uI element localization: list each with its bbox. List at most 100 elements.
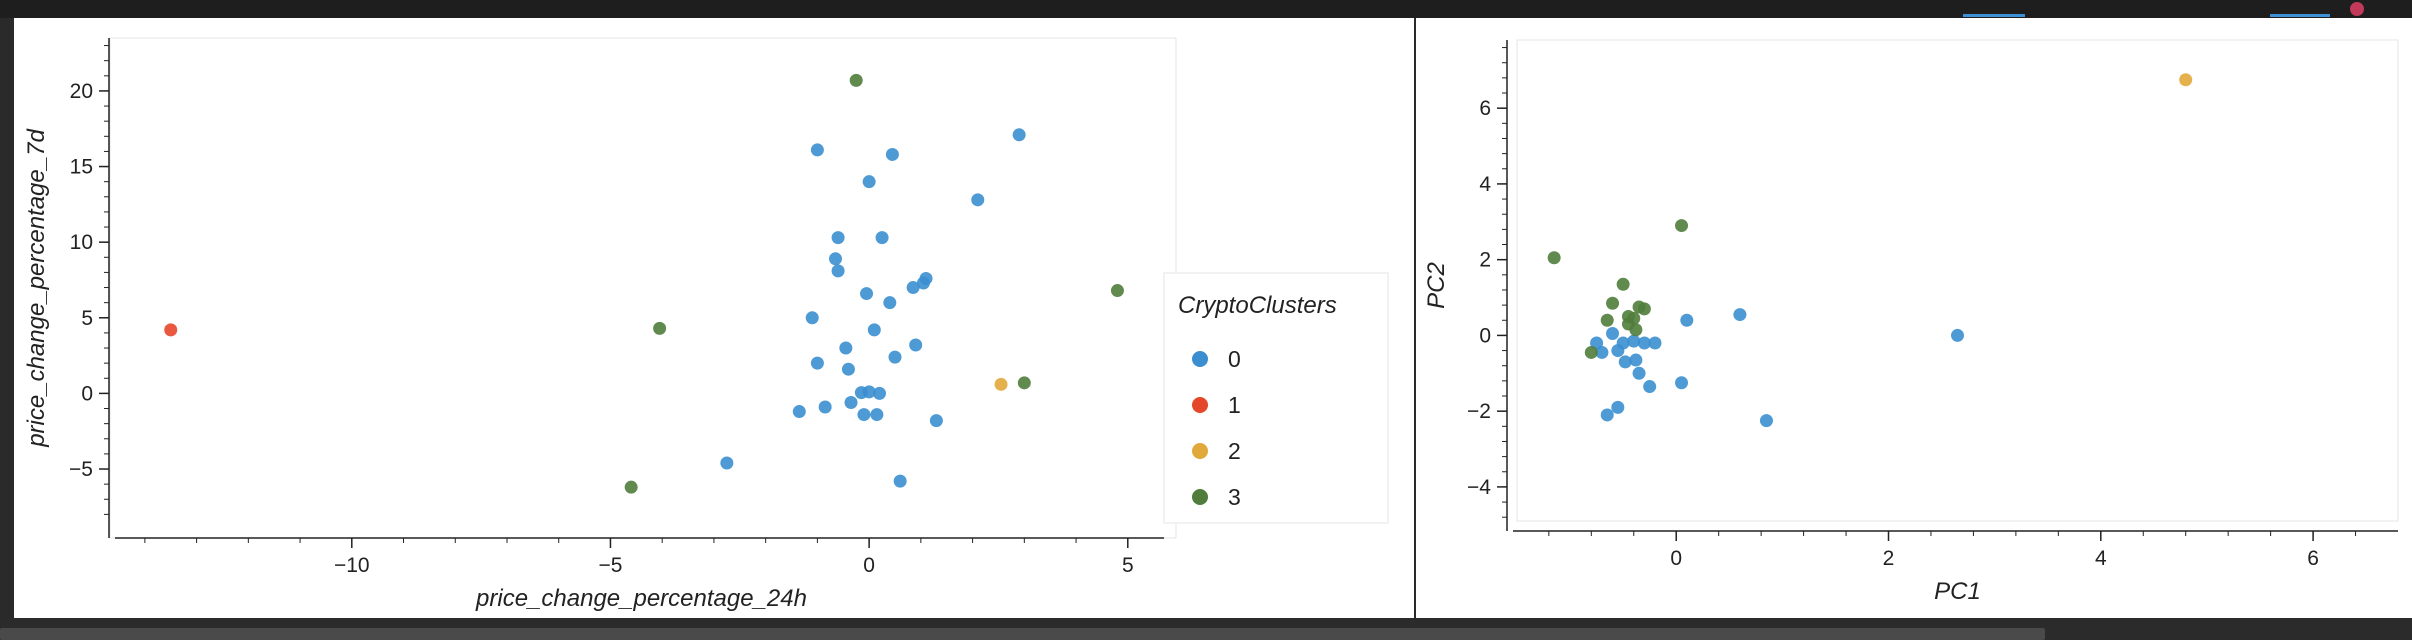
data-point-cluster-0	[1675, 376, 1689, 390]
data-point-cluster-3	[1547, 251, 1561, 265]
data-point-cluster-0	[720, 456, 734, 470]
data-point-cluster-0	[1600, 408, 1614, 422]
chart-price-change[interactable]: −10 −5 0 5−505101520price_change_percentage…	[14, 18, 1414, 618]
data-point-cluster-3	[1616, 277, 1630, 291]
chart-pca[interactable]: 0 2 4 6 −4 −2 0 2 4 6 PC1 PC2	[1416, 18, 2412, 618]
data-point-cluster-2	[2179, 73, 2193, 87]
data-point-cluster-1	[164, 323, 178, 337]
data-point-cluster-0	[867, 323, 881, 337]
data-point-cluster-0	[888, 350, 902, 364]
data-point-cluster-0	[805, 311, 819, 325]
data-point-cluster-0	[844, 395, 858, 409]
data-point-cluster-0	[971, 193, 985, 207]
x-axis-label: PC1	[1934, 578, 1981, 605]
bokeh-logo-icon	[2350, 2, 2364, 16]
data-point-cluster-0	[862, 385, 876, 399]
y-tick-label: 4	[1479, 173, 1491, 196]
y-tick-label: 6	[1479, 97, 1491, 120]
data-point-cluster-0	[818, 400, 832, 414]
data-point-cluster-0	[1648, 336, 1662, 350]
data-point-cluster-0	[839, 341, 853, 355]
data-point-cluster-0	[810, 356, 824, 370]
data-point-cluster-0	[1606, 327, 1620, 341]
legend-entry-cluster-2: 2	[1228, 438, 1241, 464]
y-tick-label: 15	[70, 156, 93, 179]
data-point-cluster-0	[1759, 414, 1773, 428]
data-point-cluster-3	[1629, 323, 1643, 337]
data-point-cluster-3	[1584, 345, 1598, 359]
data-point-cluster-3	[624, 480, 638, 494]
legend-title: CryptoClusters	[1178, 292, 1337, 319]
data-point-cluster-0	[1643, 380, 1657, 394]
data-point-cluster-0	[1590, 336, 1604, 350]
data-point-cluster-0	[1595, 345, 1609, 359]
legend-entry-cluster-1: 1	[1228, 392, 1241, 418]
data-point-cluster-0	[831, 231, 845, 245]
x-tick-label: 6	[2307, 547, 2319, 570]
data-point-cluster-3	[1675, 219, 1689, 233]
data-point-cluster-0	[1637, 336, 1651, 350]
y-tick-label: 0	[1479, 324, 1491, 347]
plot-frame	[109, 37, 1177, 539]
data-point-cluster-0	[906, 281, 920, 295]
x-tick-label: −10	[334, 554, 370, 577]
y-tick-label: 5	[81, 307, 93, 330]
data-point-cluster-0	[1629, 353, 1643, 367]
data-point-cluster-0	[1618, 355, 1632, 369]
data-point-cluster-0	[1632, 366, 1646, 380]
legend-swatch-cluster-3	[1192, 489, 1208, 505]
top-toolbar-strip	[0, 0, 2412, 18]
data-point-cluster-0	[828, 252, 842, 266]
data-point-cluster-0	[883, 296, 897, 310]
x-tick-label: 5	[1122, 554, 1134, 577]
data-point-cluster-3	[1637, 302, 1651, 316]
data-point-cluster-0	[857, 408, 871, 422]
y-axis-label: PC2	[1423, 262, 1450, 309]
scatter-plot-price-change: −10 −5 0 5 −5 0 5 10 15 20 price_change_percentage…	[14, 18, 1414, 618]
y-tick-label: 2	[1479, 249, 1491, 272]
data-point-cluster-0	[885, 147, 899, 161]
data-point-cluster-0	[916, 276, 930, 290]
data-point-cluster-3	[1110, 284, 1124, 298]
x-axis-label: price_change_percentage_24h	[475, 585, 807, 612]
data-point-cluster-0	[872, 386, 886, 400]
legend-swatch-cluster-2	[1192, 443, 1208, 459]
x-tick-label: 2	[1883, 547, 1895, 570]
legend-swatch-cluster-1	[1192, 397, 1208, 413]
toolbar-active-indicator	[1963, 14, 2025, 17]
data-point-cluster-3	[849, 73, 863, 87]
y-tick-label: 0	[81, 382, 93, 405]
legend-entry-cluster-3: 3	[1228, 484, 1241, 510]
horizontal-scrollbar-thumb[interactable]	[0, 628, 2045, 640]
x-tick-label: 0	[863, 554, 875, 577]
data-point-cluster-0	[1611, 400, 1625, 414]
data-point-cluster-0	[860, 287, 874, 301]
scatter-plot-pca: 0 2 4 6 −4 −2 0 2 4 6 PC1 PC2	[1416, 18, 2412, 618]
data-point-cluster-0	[831, 264, 845, 278]
data-point-cluster-3	[653, 321, 667, 335]
data-point-cluster-0	[862, 175, 876, 189]
y-tick-label: 20	[70, 80, 93, 103]
data-point-cluster-0	[909, 338, 923, 352]
legend-entry-cluster-0: 0	[1228, 346, 1241, 372]
x-tick-label: 0	[1670, 547, 1682, 570]
y-tick-label: −2	[1467, 400, 1491, 423]
data-point-cluster-0	[1733, 308, 1747, 322]
data-point-cluster-0	[1611, 344, 1625, 358]
data-point-cluster-0	[810, 143, 824, 157]
data-point-cluster-3	[1017, 376, 1031, 390]
data-point-cluster-0	[893, 474, 907, 488]
data-point-cluster-0	[1680, 313, 1694, 327]
data-point-cluster-2	[994, 377, 1008, 391]
data-point-cluster-0	[1012, 128, 1026, 142]
data-point-cluster-0	[1627, 334, 1641, 348]
data-point-cluster-3	[1606, 296, 1620, 310]
data-point-cluster-0	[870, 408, 884, 422]
data-point-cluster-0	[792, 405, 806, 419]
y-tick-label: −4	[1467, 476, 1491, 499]
plot-frame	[1516, 39, 2399, 522]
x-tick-label: 4	[2095, 547, 2107, 570]
y-tick-label: −5	[69, 458, 93, 481]
toolbar-active-indicator	[2270, 14, 2330, 17]
x-tick-label: −5	[598, 554, 622, 577]
